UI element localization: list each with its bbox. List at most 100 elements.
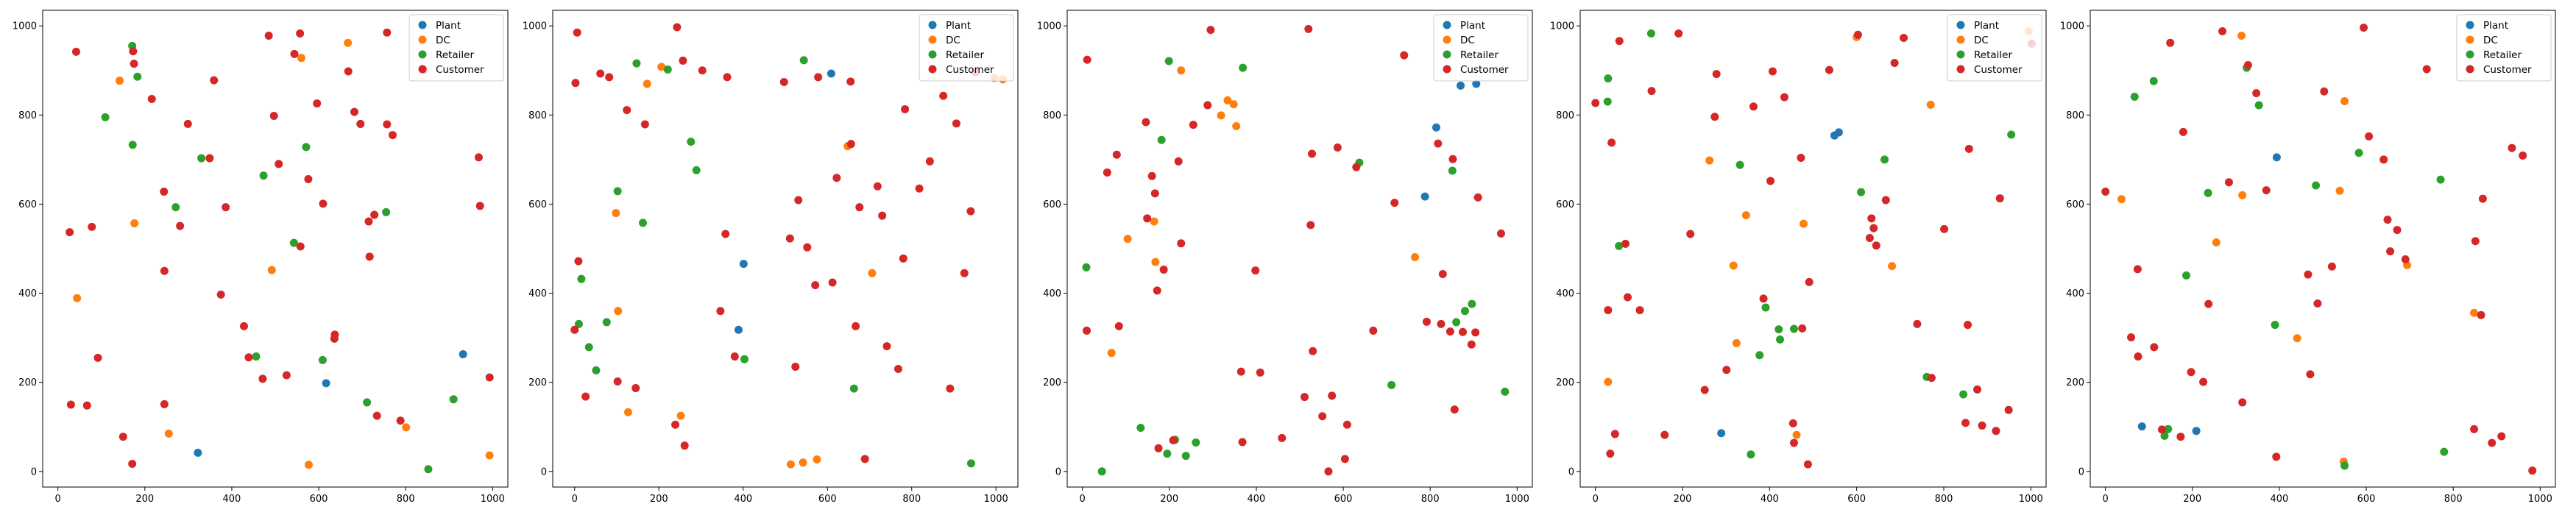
point-customer xyxy=(239,322,248,330)
point-customer xyxy=(1256,368,1264,377)
point-dc xyxy=(799,458,807,467)
point-dc xyxy=(1150,217,1158,226)
point-customer xyxy=(1309,347,1317,355)
point-retailer xyxy=(382,207,391,216)
scatter-panel-4: 0 200 400 600 800 1000 0 200 400 600 800 1000 Plant D… xyxy=(1550,10,2047,505)
point-retailer xyxy=(2340,461,2349,470)
legend-marker-plant xyxy=(2466,21,2474,29)
axes-frame xyxy=(552,10,1019,488)
point-dc xyxy=(657,63,666,71)
point-retailer xyxy=(318,355,327,364)
point-customer xyxy=(1177,239,1186,248)
point-customer xyxy=(915,184,924,193)
point-dc xyxy=(1741,211,1750,220)
point-retailer xyxy=(1755,351,1764,360)
legend: Plant DC Retailer Customer xyxy=(2456,14,2552,82)
point-retailer xyxy=(966,459,975,468)
point-dc xyxy=(485,451,494,460)
point-customer xyxy=(673,23,682,32)
point-customer xyxy=(901,104,910,113)
point-customer xyxy=(2252,89,2261,98)
point-customer xyxy=(698,66,707,75)
x-tick-label: 200 xyxy=(650,494,668,505)
point-retailer xyxy=(1157,135,1166,144)
point-customer xyxy=(846,140,855,149)
point-customer xyxy=(129,47,138,56)
point-customer xyxy=(2383,216,2392,224)
y-tick-label: 1000 xyxy=(523,21,547,32)
point-plant xyxy=(2272,153,2281,162)
point-customer xyxy=(1647,87,1656,96)
scatter-panel-3: 0 200 400 600 800 1000 0 200 400 600 800 1000 Plant D… xyxy=(1037,10,1533,505)
point-dc xyxy=(2340,97,2349,106)
legend-box xyxy=(1947,14,2042,82)
point-customer xyxy=(1458,327,1467,336)
point-dc xyxy=(1926,100,1935,109)
legend-label-dc: DC xyxy=(1974,35,1989,46)
point-retailer xyxy=(1387,380,1396,389)
x-tick-label: 400 xyxy=(2271,494,2289,505)
y-tick-label: 0 xyxy=(2078,466,2084,477)
point-dc xyxy=(1177,66,1186,75)
x-tick-label: 0 xyxy=(572,494,578,505)
point-customer xyxy=(82,401,91,410)
point-customer xyxy=(383,28,392,37)
point-dc xyxy=(2470,308,2479,317)
x-tick-label: 0 xyxy=(2103,494,2109,505)
point-plant xyxy=(734,325,743,334)
legend-label-customer: Customer xyxy=(1974,64,2023,76)
point-customer xyxy=(2199,377,2208,386)
point-dc xyxy=(614,307,623,316)
point-customer xyxy=(1083,326,1091,335)
point-dc xyxy=(130,219,139,227)
point-customer xyxy=(1606,450,1615,458)
x-tick-label: 800 xyxy=(1935,494,1953,505)
legend-label-customer: Customer xyxy=(946,64,994,76)
point-customer xyxy=(1147,171,1156,180)
point-retailer xyxy=(2354,149,2363,157)
point-customer xyxy=(1153,286,1161,295)
point-customer xyxy=(605,73,614,82)
point-dc xyxy=(1123,235,1132,244)
point-dc xyxy=(1229,100,1238,109)
point-customer xyxy=(1766,177,1775,185)
point-retailer xyxy=(574,319,583,328)
point-customer xyxy=(1686,230,1695,238)
point-retailer xyxy=(602,318,611,327)
point-customer xyxy=(269,112,278,121)
point-customer xyxy=(313,99,322,108)
point-retailer xyxy=(1192,438,1200,447)
point-plant xyxy=(459,350,467,359)
point-dc xyxy=(2117,195,2126,204)
point-customer xyxy=(2360,24,2368,32)
point-plant xyxy=(1457,81,1465,90)
point-retailer xyxy=(1239,63,1248,72)
y-tick-label: 600 xyxy=(1043,199,1061,210)
point-customer xyxy=(396,416,405,425)
x-tick-label: 1000 xyxy=(1505,494,1529,505)
point-customer xyxy=(365,252,374,261)
point-dc xyxy=(297,54,305,63)
point-retailer xyxy=(1448,166,1457,175)
point-customer xyxy=(2204,299,2213,308)
point-customer xyxy=(1308,149,1317,158)
point-retailer xyxy=(1735,160,1744,169)
point-customer xyxy=(2133,265,2142,274)
point-customer xyxy=(2313,299,2322,308)
y-tick-label: 0 xyxy=(1055,466,1061,477)
point-retailer xyxy=(2007,130,2016,139)
y-tick-label: 1000 xyxy=(1037,21,1061,32)
point-customer xyxy=(1112,150,1121,159)
point-customer xyxy=(474,153,483,162)
point-customer xyxy=(939,91,948,100)
point-customer xyxy=(71,47,80,56)
point-customer xyxy=(1114,322,1123,330)
point-customer xyxy=(716,307,725,316)
legend-label-customer: Customer xyxy=(436,64,484,76)
point-retailer xyxy=(289,238,298,247)
point-customer xyxy=(1236,367,1245,376)
point-retailer xyxy=(1774,325,1783,334)
point-retailer xyxy=(424,465,433,474)
point-retailer xyxy=(302,143,311,152)
legend-marker-customer xyxy=(928,65,937,74)
